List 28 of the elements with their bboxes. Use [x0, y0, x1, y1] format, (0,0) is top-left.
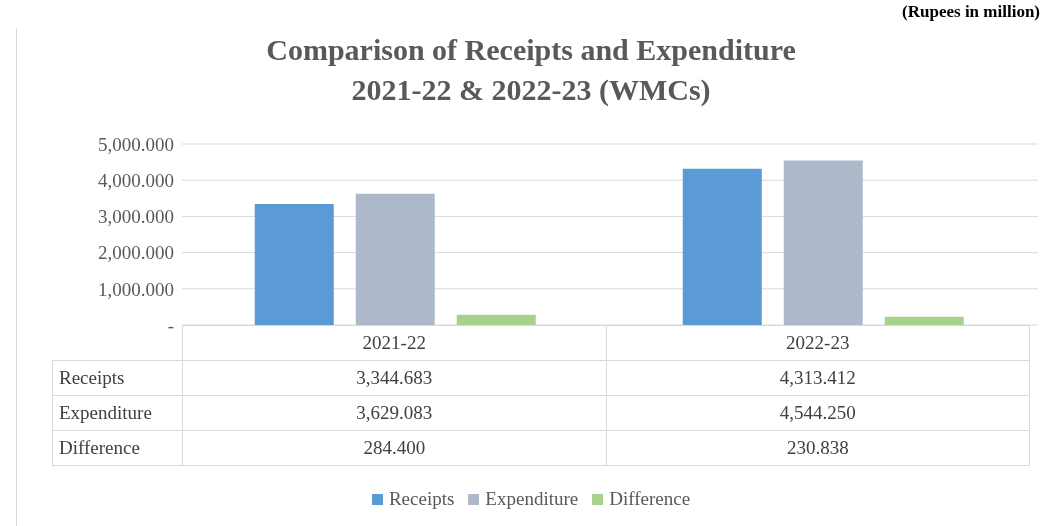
bar: [456, 314, 536, 325]
y-tick-label: 2,000.000: [98, 242, 174, 264]
bar: [783, 160, 863, 325]
bar: [355, 193, 435, 325]
bar: [884, 316, 964, 325]
text: Expenditure: [59, 402, 152, 423]
data-label: 3,629.083: [182, 395, 606, 431]
legend-label: Receipts: [387, 488, 455, 510]
y-tick-label: -: [167, 314, 174, 336]
bar: [254, 203, 334, 325]
legend-label: Difference: [608, 488, 691, 510]
data-label: 4,313.412: [606, 360, 1030, 396]
data-label: 4,544.250: [606, 395, 1030, 431]
data-label: 284.400: [182, 430, 606, 466]
text: Difference: [59, 437, 140, 458]
y-tick-label: 4,000.000: [98, 169, 174, 191]
x-tick-label: 2022-23: [606, 325, 1030, 361]
data-label: 230.838: [606, 430, 1030, 466]
bar: [682, 168, 762, 325]
y-tick-label: 5,000.000: [98, 133, 174, 155]
text: Receipts: [59, 367, 125, 388]
text: (Rupees in million): [902, 2, 1040, 22]
legend-label: Expenditure: [484, 488, 579, 510]
y-tick-label: 1,000.000: [98, 278, 174, 300]
data-label: 3,344.683: [182, 360, 606, 396]
x-tick-label: 2021-22: [182, 325, 606, 361]
y-tick-label: 3,000.000: [98, 206, 174, 228]
chart-title: Comparison of Receipts and Expenditure 2021-22 & 2022-23 (WMCs): [265, 32, 797, 108]
